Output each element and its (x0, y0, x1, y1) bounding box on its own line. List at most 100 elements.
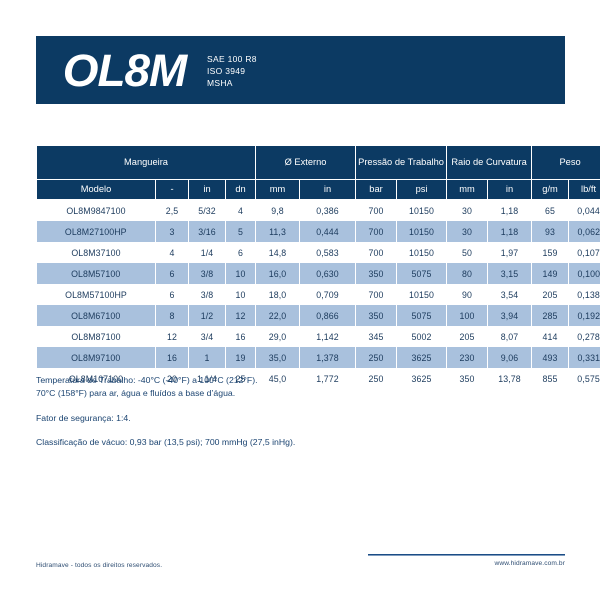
cell-mm-1: 9,8 (271, 205, 284, 216)
cell-dash: 16 (155, 347, 189, 368)
cell-mm-2: 205 (459, 331, 475, 342)
cell-dn: 6 (238, 247, 243, 258)
cell-dn: 25 (235, 373, 246, 384)
cell-mm-1: 35,0 (255, 347, 300, 368)
spec-table-wrapper: Mangueira Ø Externo Pressão de Trabalho … (36, 145, 600, 389)
cell-lbft: 0,575 (577, 373, 600, 384)
cell-bar: 350 (355, 305, 397, 326)
cell-in-1: 1 (188, 347, 226, 368)
cell-dn: 16 (235, 331, 246, 342)
cell-bar: 700 (368, 205, 384, 216)
cell-lbft: 0,331 (568, 347, 600, 368)
table-row: OL8M87100 12 3/4 16 29,0 1,142 345 5002 205 8,07 4… (37, 326, 600, 347)
table-row: OL8M57100HP 6 3/8 10 18,0 0,709 700 10150 90 3,54… (37, 284, 600, 305)
notes-section: Temperatura de Trabalho: -40°C (-40°F) a… (36, 374, 536, 450)
table-row: OL8M67100 8 1/2 12 22,0 0,866 350 5075 100 3,94 28… (36, 305, 600, 326)
cell-gm: 285 (531, 305, 569, 326)
cell-mm-2: 30 (462, 205, 473, 216)
cell-lbft: 0,278 (577, 331, 600, 342)
cell-psi: 10150 (396, 221, 447, 242)
cell-modelo: OL8M27100HP (36, 221, 156, 242)
group-header-mangueira: Mangueira (36, 145, 256, 180)
note-safety-factor: Fator de segurança: 1:4. (36, 412, 536, 425)
cell-gm: 149 (531, 263, 569, 284)
table-group-header-row: Mangueira Ø Externo Pressão de Trabalho … (36, 145, 600, 180)
cell-mm-1: 16,0 (255, 263, 300, 284)
cell-psi: 5002 (411, 331, 432, 342)
footer-copyright: Hidramave - todos os direitos reservados… (36, 562, 163, 569)
cell-gm: 93 (531, 221, 569, 242)
cell-in-2: 0,386 (316, 205, 339, 216)
header-banner: OL8M SAE 100 R8 ISO 3949 MSHA (36, 36, 565, 104)
cell-lbft: 0,044 (577, 205, 600, 216)
cell-in-2: 0,444 (298, 221, 356, 242)
cell-mm-2: 350 (459, 373, 475, 384)
table-row: OL8M27100HP 3 3/16 5 11,3 0,444 700 10150 30 1,18… (36, 221, 600, 242)
cell-in-1: 1/2 (188, 305, 226, 326)
group-header-raio-de-curvatura: Raio de Curvatura (446, 145, 533, 180)
cell-mm-1: 18,0 (268, 289, 287, 300)
cell-bar: 700 (368, 289, 384, 300)
cell-in-2: 1,142 (316, 331, 339, 342)
cell-psi: 10150 (409, 289, 434, 300)
cell-in-1: 5/32 (198, 205, 216, 216)
cell-in-2: 0,709 (316, 289, 339, 300)
cell-modelo: OL8M57100 (36, 263, 156, 284)
unit-header-modelo: Modelo (36, 179, 156, 200)
product-logo: OL8M (62, 44, 187, 96)
cell-modelo: OL8M57100HP (65, 289, 127, 300)
cell-dn: 10 (235, 289, 246, 300)
unit-header-in-2: in (298, 179, 357, 200)
footer-divider-line (368, 554, 565, 556)
unit-header-gm: g/m (531, 179, 570, 200)
note-vacuum-rating: Classificação de vácuo: 0,93 bar (13,5 p… (36, 436, 536, 449)
unit-header-mm-2: mm (446, 179, 489, 200)
cell-mm-1: 45,0 (268, 373, 287, 384)
unit-header-in-3: in (487, 179, 533, 200)
unit-header-in-1: in (188, 179, 226, 200)
cell-dn: 12 (225, 305, 256, 326)
group-header-diametro-externo: Ø Externo (254, 145, 357, 180)
cell-dash: 3 (155, 221, 189, 242)
cell-lbft: 0,107 (577, 247, 600, 258)
cell-in-3: 8,07 (500, 331, 519, 342)
cell-in-3: 1,97 (500, 247, 519, 258)
standards-list: SAE 100 R8 ISO 3949 MSHA (207, 53, 257, 90)
cell-bar: 700 (368, 247, 384, 258)
cell-dash: 6 (169, 289, 175, 300)
table-row: OL8M107100 20 1 1/4 25 45,0 1,772 250 3625 350 13… (37, 368, 600, 389)
cell-psi: 10150 (409, 247, 434, 258)
cell-psi: 5075 (396, 305, 447, 326)
note-line: Fator de segurança: 1:4. (36, 412, 131, 423)
cell-lbft: 0,100 (568, 263, 600, 284)
note-line: 70°C (158°F) para ar, água e fluídos a b… (36, 388, 236, 399)
footer-website-url[interactable]: www.hidramave.com.br (494, 560, 565, 567)
cell-dn: 19 (225, 347, 256, 368)
cell-dash: 20 (167, 373, 177, 384)
cell-in-1: 1/4 (200, 247, 214, 258)
cell-psi: 3625 (396, 347, 447, 368)
cell-in-1: 3/4 (200, 331, 214, 342)
cell-modelo: OL8M37100 (71, 247, 121, 258)
cell-mm-1: 29,0 (268, 331, 287, 342)
cell-in-2: 0,630 (298, 263, 356, 284)
cell-in-2: 1,378 (298, 347, 356, 368)
table-body: OL8M9847100 2,5 5/32 4 9,8 0,386 700 10150 30 1,1… (36, 200, 600, 390)
table-row: OL8M37100 4 1/4 6 14,8 0,583 700 10150 50 1,97 159… (37, 242, 600, 263)
cell-in-3: 9,06 (487, 347, 532, 368)
cell-in-2: 0,583 (316, 247, 339, 258)
cell-in-1: 3/16 (188, 221, 226, 242)
unit-header-psi: psi (396, 179, 448, 200)
unit-header-lbft: lb/ft (568, 179, 600, 200)
footer-website-block: www.hidramave.com.br (368, 554, 565, 567)
cell-modelo: OL8M107100 (68, 373, 124, 384)
specification-table: Mangueira Ø Externo Pressão de Trabalho … (36, 145, 600, 389)
cell-mm-1: 14,8 (268, 247, 287, 258)
cell-lbft: 0,138 (577, 289, 600, 300)
cell-dn: 5 (225, 221, 256, 242)
standard-item: SAE 100 R8 (207, 53, 257, 64)
cell-dn: 10 (225, 263, 256, 284)
table-row: OL8M97100 16 1 19 35,0 1,378 250 3625 230 9,06 493… (36, 347, 600, 368)
cell-bar: 700 (355, 221, 397, 242)
cell-dash: 12 (167, 331, 177, 342)
